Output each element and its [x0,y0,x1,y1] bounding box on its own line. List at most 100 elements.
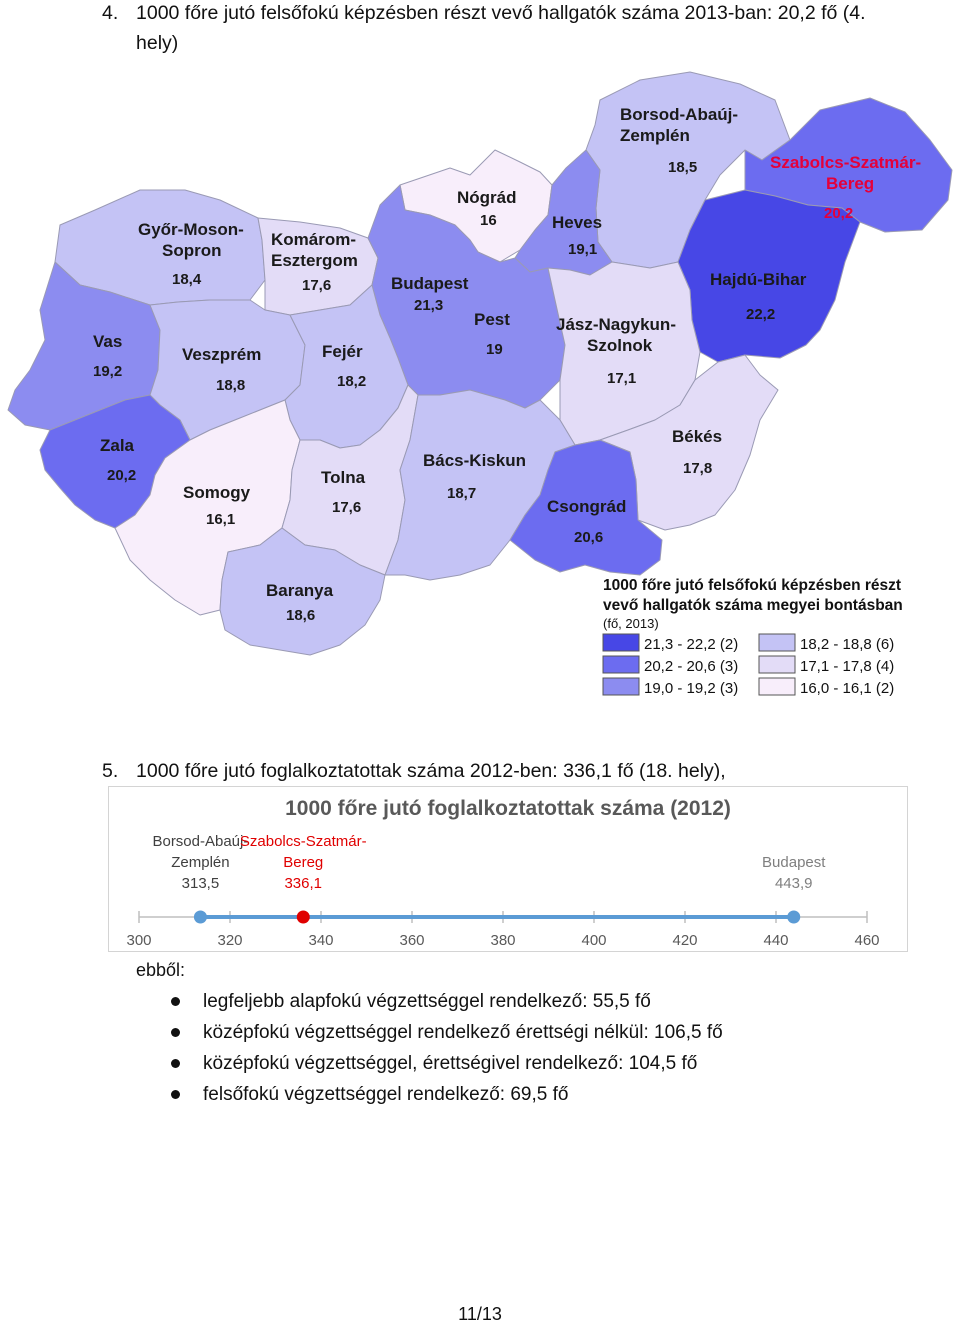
map-labels: Borsod-Abaúj- Zemplén 18,5 Szabolcs-Szatmár… [93,105,921,624]
data-point [787,910,801,924]
bullet-icon [171,1028,180,1037]
region-name-baranya: Baranya [266,581,334,600]
region-value-baranya: 18,6 [286,607,315,624]
region-value-szabolcs: 20,2 [824,205,853,222]
region-name-jasz: Jász-Nagykun- [556,315,676,334]
region-name-pest: Pest [474,310,510,329]
list-item-text: középfokú végzettséggel, érettségivel re… [203,1053,698,1074]
region-value-veszprem: 18,8 [216,377,245,394]
region-name-veszprem: Veszprém [182,345,261,364]
county-map: Borsod-Abaúj- Zemplén 18,5 Szabolcs-Szatmár… [7,71,953,697]
region-name-heves: Heves [552,213,602,232]
region-name-nograd: Nógrád [457,188,517,207]
data-label-value: 336,1 [284,875,322,892]
region-value-tolna: 17,6 [332,499,361,516]
list-item-text: legfeljebb alapfokú végzettséggel rendel… [203,991,651,1012]
region-name-borsod: Borsod-Abaúj- [620,105,738,124]
list-item: középfokú végzettséggel rendelkező érett… [168,1017,723,1048]
legend-swatch [602,677,640,696]
breakdown-list: legfeljebb alapfokú végzettséggel rendel… [168,986,723,1110]
region-value-bekes: 17,8 [683,460,712,477]
region-name-gyor-line2: Sopron [162,241,222,260]
region-name-borsod-line2: Zemplén [620,126,690,145]
region-value-budapest: 21,3 [414,297,443,314]
region-name-jasz-line2: Szolnok [587,336,653,355]
legend-subtitle: (fő, 2013) [603,616,659,631]
legend-label: 21,3 - 22,2 (2) [644,636,738,653]
employment-chart: 1000 főre jutó foglalkoztatottak száma (… [108,786,908,952]
page-number: 11/13 [458,1304,502,1324]
chart-title: 1000 főre jutó foglalkoztatottak száma (… [285,797,731,820]
axis-tick-label: 440 [763,932,788,949]
list-item-text: felsőfokú végzettséggel rendelkező: 69,5… [203,1084,569,1105]
region-value-komarom: 17,6 [302,277,331,294]
region-name-fejer: Fejér [322,342,363,361]
axis-tick-label: 300 [126,932,151,949]
data-label-name: Zemplén [171,854,229,871]
axis-tick-label: 420 [672,932,697,949]
list-item: felsőfokú végzettséggel rendelkező: 69,5… [168,1079,723,1110]
region-value-jasz: 17,1 [607,370,636,387]
legend-label: 20,2 - 20,6 (3) [644,658,738,675]
region-value-vas: 19,2 [93,363,122,380]
legend-swatch [602,633,640,652]
axis-tick-label: 340 [308,932,333,949]
legend-items: 21,3 - 22,2 (2) 20,2 - 20,6 (3) 19,0 - 19,… [602,633,894,697]
axis-tick-label: 400 [581,932,606,949]
region-value-hajdu: 22,2 [746,306,775,323]
timeline-svg: 1000 főre jutó foglalkoztatottak száma (… [126,797,880,949]
region-name-bekes: Békés [672,427,722,446]
list-item: középfokú végzettséggel, érettségivel re… [168,1048,723,1079]
section-number: 5. [102,760,119,782]
region-value-bacs: 18,7 [447,485,476,502]
list-item: legfeljebb alapfokú végzettséggel rendel… [168,986,723,1017]
section-4-line1: 1000 főre jutó felsőfokú képzésben részt… [136,2,866,24]
region-name-csongrad: Csongrád [547,497,626,516]
region-value-pest: 19 [486,341,503,358]
region-name-bacs: Bács-Kiskun [423,451,526,470]
legend-swatch [758,633,796,652]
region-value-somogy: 16,1 [206,511,235,528]
region-name-zala: Zala [100,436,135,455]
data-label-name: Budapest [762,854,826,871]
region-name-szabolcs: Szabolcs-Szatmár- [770,153,921,172]
region-name-somogy: Somogy [183,483,251,502]
region-value-borsod: 18,5 [668,159,697,176]
region-name-komarom: Komárom- [271,230,356,249]
region-name-tolna: Tolna [321,468,366,487]
data-label-value: 313,5 [182,875,220,892]
legend-label: 17,1 - 17,8 (4) [800,658,894,675]
legend-swatch [602,655,640,674]
axis-tick-label: 380 [490,932,515,949]
map-region-csongrad [509,439,663,576]
region-value-fejer: 18,2 [337,373,366,390]
legend-label: 19,0 - 19,2 (3) [644,680,738,697]
axis-tick-label: 320 [217,932,242,949]
data-point [193,910,207,924]
data-label-value: 443,9 [775,875,813,892]
section-number: 4. [102,2,119,24]
map-legend: 1000 főre jutó felsőfokú képzésben részt… [602,577,903,697]
data-label-name: Borsod-Abaúj- [152,833,248,850]
legend-swatch [758,655,796,674]
section-4-line2: hely) [136,32,179,54]
legend-label: 18,2 - 18,8 (6) [800,636,894,653]
region-name-hajdu: Hajdú-Bihar [710,270,807,289]
legend-title-line1: 1000 főre jutó felsőfokú képzésben részt [603,577,901,594]
map-regions [7,71,953,656]
section-5-line1: 1000 főre jutó foglalkoztatottak száma 2… [136,760,726,782]
region-name-szabolcs-line2: Bereg [826,174,874,193]
bullet-icon [171,997,180,1006]
region-value-nograd: 16 [480,212,497,229]
bullet-icon [171,1090,180,1099]
region-name-budapest: Budapest [391,274,469,293]
axis-tick-label: 360 [399,932,424,949]
chart-axis: 300 320 340 360 380 400 420 440 460 [126,911,880,949]
region-value-zala: 20,2 [107,467,136,484]
region-value-csongrad: 20,6 [574,529,603,546]
data-point [296,910,310,924]
region-name-komarom-line2: Esztergom [271,251,358,270]
breakdown-intro: ebből: [136,960,186,980]
region-name-gyor: Győr-Moson- [138,220,244,239]
chart-points: Borsod-Abaúj- Zemplén 313,5 Szabolcs-Szatmá… [152,833,826,924]
